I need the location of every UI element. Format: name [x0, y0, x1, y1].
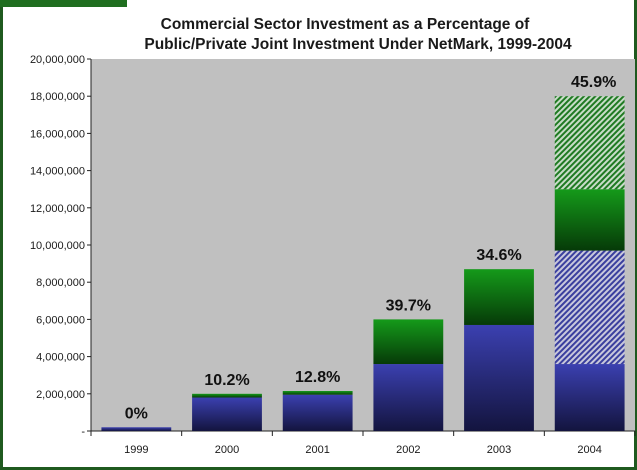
bar-segment-2004-3: [554, 96, 625, 190]
y-tick-label: 20,000,000: [30, 54, 85, 66]
bars: [101, 96, 625, 431]
percent-label-2002: 39.7%: [386, 297, 431, 314]
x-tick-label: 2004: [577, 444, 601, 456]
bar-segment-2004-0: [554, 364, 625, 431]
y-tick-label: 10,000,000: [30, 240, 85, 252]
x-tick-label: 2001: [305, 444, 329, 456]
percent-label-1999: 0%: [125, 405, 148, 422]
bar-segment-2002-2: [373, 319, 444, 365]
percent-label-2003: 34.6%: [476, 247, 521, 264]
x-tick-label: 2003: [487, 444, 511, 456]
chart-title-line-2: Public/Private Joint Investment Under Ne…: [144, 36, 572, 53]
y-tick-label: 18,000,000: [30, 91, 85, 103]
y-tick-label: 14,000,000: [30, 166, 85, 178]
plot-area: [91, 59, 635, 431]
x-tick-label: 1999: [124, 444, 148, 456]
bar-segment-2003-0: [464, 324, 534, 431]
y-tick-label: -: [81, 426, 85, 438]
bar-segment-2002-0: [373, 364, 444, 431]
bar-segment-2001-0: [282, 394, 353, 431]
y-tick-label: 12,000,000: [30, 203, 85, 215]
bar-segment-2001-2: [282, 391, 353, 395]
percent-labels: 0% 10.2% 12.8% 39.7% 34.6% 45.9%: [125, 74, 617, 422]
chart-title-line-1: Commercial Sector Investment as a Percen…: [161, 16, 531, 33]
bar-segment-2003-2: [464, 269, 534, 325]
y-tick-label: 6,000,000: [36, 314, 85, 326]
y-tick-label: 2,000,000: [36, 389, 85, 401]
y-axis-ticks: - 2,000,000 4,000,000 6,000,000 8,000,000 10,…: [30, 54, 91, 438]
bar-segment-1999-0: [101, 427, 172, 431]
x-tick-label: 2002: [396, 444, 420, 456]
bar-segment-2004-1: [554, 250, 625, 365]
x-axis-ticks: 1999 2000 2001 2002 2003 2004: [90, 431, 636, 456]
header-tab: [0, 0, 127, 7]
y-tick-label: 16,000,000: [30, 128, 85, 140]
y-tick-label: 8,000,000: [36, 277, 85, 289]
bar-segment-2000-0: [192, 397, 262, 431]
y-tick-label: 4,000,000: [36, 352, 85, 364]
percent-label-2001: 12.8%: [295, 369, 340, 386]
x-tick-label: 2000: [215, 444, 239, 456]
bar-segment-2004-2: [554, 189, 625, 251]
percent-label-2004: 45.9%: [571, 74, 616, 91]
percent-label-2000: 10.2%: [204, 372, 249, 389]
bar-segment-2000-2: [192, 393, 262, 398]
